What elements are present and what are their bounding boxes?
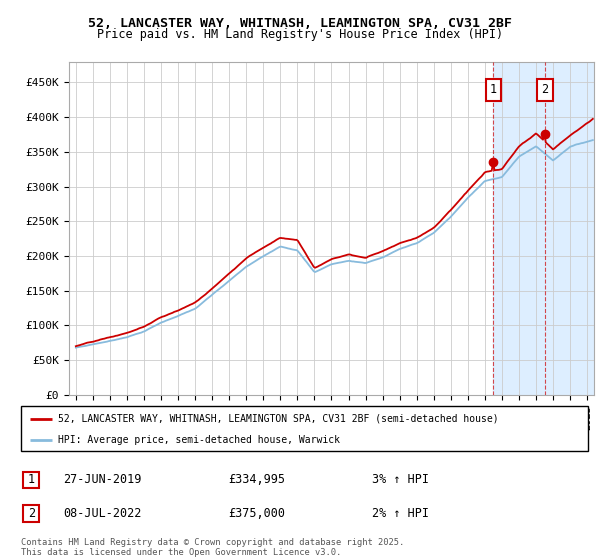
Text: 3% ↑ HPI: 3% ↑ HPI [372, 473, 429, 487]
Text: Price paid vs. HM Land Registry's House Price Index (HPI): Price paid vs. HM Land Registry's House … [97, 28, 503, 41]
Text: £375,000: £375,000 [228, 507, 285, 520]
Text: 27-JUN-2019: 27-JUN-2019 [63, 473, 142, 487]
Text: 52, LANCASTER WAY, WHITNASH, LEAMINGTON SPA, CV31 2BF (semi-detached house): 52, LANCASTER WAY, WHITNASH, LEAMINGTON … [58, 413, 499, 423]
Text: 2: 2 [541, 83, 548, 96]
Text: £334,995: £334,995 [228, 473, 285, 487]
Text: HPI: Average price, semi-detached house, Warwick: HPI: Average price, semi-detached house,… [58, 435, 340, 445]
Text: 52, LANCASTER WAY, WHITNASH, LEAMINGTON SPA, CV31 2BF: 52, LANCASTER WAY, WHITNASH, LEAMINGTON … [88, 17, 512, 30]
Text: 1: 1 [28, 473, 35, 487]
Text: 1: 1 [490, 83, 497, 96]
Text: Contains HM Land Registry data © Crown copyright and database right 2025.
This d: Contains HM Land Registry data © Crown c… [21, 538, 404, 557]
Text: 2: 2 [28, 507, 35, 520]
Bar [493, 62, 594, 395]
Text: 08-JUL-2022: 08-JUL-2022 [63, 507, 142, 520]
Text: 2% ↑ HPI: 2% ↑ HPI [372, 507, 429, 520]
